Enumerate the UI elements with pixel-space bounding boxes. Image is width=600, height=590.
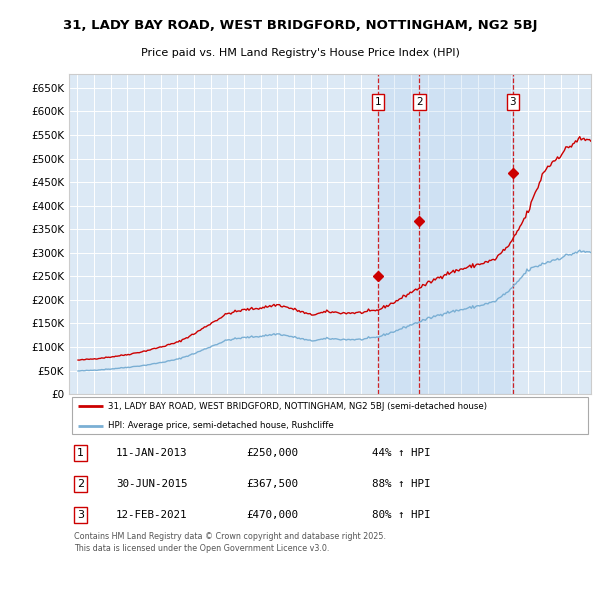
Text: 1: 1 bbox=[375, 97, 382, 107]
Text: £367,500: £367,500 bbox=[247, 479, 298, 489]
Text: 11-JAN-2013: 11-JAN-2013 bbox=[116, 448, 187, 458]
Text: 80% ↑ HPI: 80% ↑ HPI bbox=[372, 510, 430, 520]
Text: 3: 3 bbox=[509, 97, 516, 107]
Text: 12-FEB-2021: 12-FEB-2021 bbox=[116, 510, 187, 520]
Text: £250,000: £250,000 bbox=[247, 448, 298, 458]
Text: HPI: Average price, semi-detached house, Rushcliffe: HPI: Average price, semi-detached house,… bbox=[108, 421, 334, 430]
Text: £470,000: £470,000 bbox=[247, 510, 298, 520]
FancyBboxPatch shape bbox=[71, 396, 589, 434]
Text: Contains HM Land Registry data © Crown copyright and database right 2025.
This d: Contains HM Land Registry data © Crown c… bbox=[74, 532, 386, 553]
Text: 31, LADY BAY ROAD, WEST BRIDGFORD, NOTTINGHAM, NG2 5BJ: 31, LADY BAY ROAD, WEST BRIDGFORD, NOTTI… bbox=[63, 19, 537, 32]
Text: Price paid vs. HM Land Registry's House Price Index (HPI): Price paid vs. HM Land Registry's House … bbox=[140, 48, 460, 58]
Bar bbox=[378, 74, 513, 394]
Text: 1: 1 bbox=[77, 448, 84, 458]
Text: 2: 2 bbox=[77, 479, 84, 489]
Text: 88% ↑ HPI: 88% ↑ HPI bbox=[372, 479, 430, 489]
Text: 2: 2 bbox=[416, 97, 422, 107]
Text: 31, LADY BAY ROAD, WEST BRIDGFORD, NOTTINGHAM, NG2 5BJ (semi-detached house): 31, LADY BAY ROAD, WEST BRIDGFORD, NOTTI… bbox=[108, 402, 487, 411]
Text: 30-JUN-2015: 30-JUN-2015 bbox=[116, 479, 187, 489]
Text: 44% ↑ HPI: 44% ↑ HPI bbox=[372, 448, 430, 458]
Text: 3: 3 bbox=[77, 510, 84, 520]
